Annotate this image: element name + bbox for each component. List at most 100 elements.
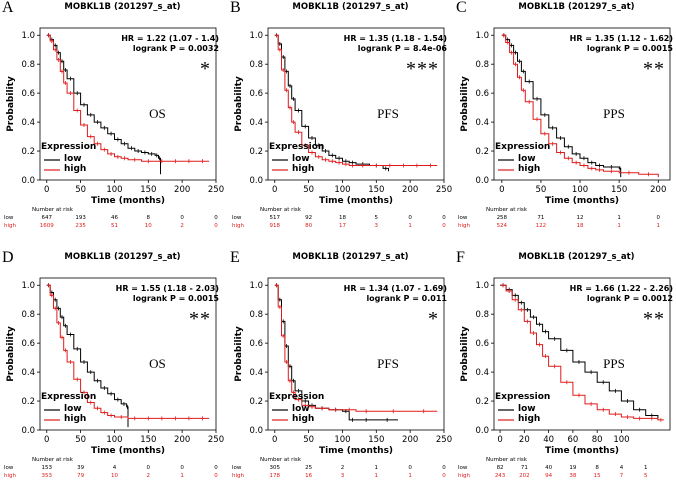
risk-row-low: low 305 25 2 1 0 0 (228, 465, 453, 473)
y-axis-label: Probability (6, 326, 16, 382)
y-tick-label: 0.0 (21, 426, 35, 436)
x-tick-label: 100 (572, 185, 588, 195)
km-panel-D: 0.0 0.2 0.4 0.6 0.8 1.0 0 50 100 150 200 250 Time (m… (0, 250, 225, 498)
x-axis-label: Time (months) (545, 196, 619, 206)
endpoint-label: OS (149, 356, 166, 371)
plot-frame (39, 27, 217, 181)
x-axis-label: Time (months) (319, 196, 393, 206)
legend-label-low: low (64, 404, 82, 414)
risk-table-title: Number at risk (486, 207, 527, 213)
risk-count: 16 (305, 473, 313, 479)
hazard-ratio: HR = 1.55 (1.18 - 2.03) (115, 284, 219, 293)
hazard-ratio: HR = 1.35 (1.12 - 1.62) (569, 34, 673, 43)
risk-table-title: Number at risk (486, 457, 527, 463)
legend-title: Expression (41, 142, 97, 152)
risk-count: 25 (305, 465, 313, 471)
risk-count: 4 (112, 465, 117, 471)
x-tick-label: 250 (436, 185, 452, 195)
risk-row-low: low 82 71 40 19 8 4 1 (454, 465, 676, 473)
risk-table-title: Number at risk (260, 457, 301, 463)
risk-row-label: high (232, 473, 244, 479)
risk-count: 0 (180, 215, 184, 221)
risk-count: 18 (338, 215, 346, 221)
risk-count: 243 (494, 473, 506, 479)
risk-count: 202 (519, 473, 530, 479)
risk-count: 51 (110, 223, 118, 229)
risk-count: 122 (535, 223, 547, 229)
risk-count: 1 (617, 223, 621, 229)
x-tick-label: 50 (536, 185, 547, 195)
risk-count: 12 (576, 215, 584, 221)
risk-count: 0 (214, 215, 218, 221)
risk-count: 258 (496, 215, 508, 221)
risk-row-high: high 918 80 17 3 1 0 (228, 223, 453, 231)
legend-title: Expression (495, 142, 551, 152)
km-plot-svg: 0.0 0.2 0.4 0.6 0.8 1.0 0 50 100 150 200 250 Time (m… (6, 277, 224, 456)
risk-count: 0 (442, 473, 446, 479)
x-tick-label: 100 (106, 185, 122, 195)
risk-count: 15 (593, 473, 601, 479)
risk-count: 193 (75, 215, 86, 221)
significance-stars: *** (406, 58, 439, 80)
risk-count: 82 (496, 465, 504, 471)
panel-label-F: F (456, 249, 465, 266)
risk-count: 1 (656, 223, 661, 229)
risk-table-title: Number at risk (32, 457, 73, 463)
km-panel-F: 0.0 0.2 0.4 0.6 0.8 1.0 0 20 40 60 80 100 Time (mont… (454, 250, 676, 498)
risk-count: 0 (146, 465, 151, 471)
panel-label-D: D (2, 249, 14, 266)
legend-label-high: high (292, 414, 315, 424)
risk-count: 94 (545, 473, 553, 479)
km-curve-low (46, 284, 129, 428)
x-tick-label: 0 (272, 435, 277, 445)
risk-row-label: low (232, 215, 242, 221)
legend-label-high: high (518, 414, 541, 424)
km-curve-high (500, 284, 664, 421)
y-tick-label: 0.2 (249, 397, 263, 407)
risk-count: 0 (214, 473, 218, 479)
legend-label-high: high (64, 164, 87, 174)
chart-title: MOBKL1B (201297_s_at) (292, 2, 409, 12)
risk-count: 10 (110, 473, 118, 479)
km-panel-B: 0.0 0.2 0.4 0.6 0.8 1.0 0 50 100 150 200 250 Time (m… (228, 0, 453, 248)
x-tick-label: 250 (208, 185, 224, 195)
y-tick-label: 0.4 (249, 118, 263, 128)
x-tick-label: 0 (499, 185, 504, 195)
significance-stars: ** (643, 58, 665, 80)
endpoint-label: PPS (603, 356, 625, 371)
x-tick-label: 0 (44, 185, 49, 195)
x-tick-label: 50 (303, 185, 314, 195)
km-curve-high (274, 284, 438, 412)
plot-frame (39, 277, 217, 431)
legend-title: Expression (41, 392, 97, 402)
panel-label-C: C (456, 0, 467, 16)
y-tick-label: 0.8 (249, 60, 263, 70)
risk-count: 0 (180, 465, 184, 471)
x-tick-label: 100 (334, 435, 350, 445)
y-tick-label: 0.4 (249, 368, 263, 378)
significance-stars: ** (189, 308, 211, 330)
risk-count: 2 (146, 473, 151, 479)
x-tick-label: 200 (402, 435, 418, 445)
x-axis-label: Time (months) (91, 446, 165, 456)
risk-row-label: low (4, 215, 14, 221)
risk-count: 1 (374, 473, 379, 479)
x-tick-label: 150 (140, 185, 156, 195)
risk-row-low: low 153 39 4 0 0 0 (0, 465, 225, 473)
legend-label-high: high (292, 164, 315, 174)
risk-count: 2 (340, 465, 345, 471)
y-tick-label: 0.6 (249, 339, 263, 349)
risk-count: 71 (520, 465, 528, 471)
chart-title: MOBKL1B (201297_s_at) (292, 252, 409, 262)
risk-row-low: low 517 92 18 5 0 0 (228, 215, 453, 223)
y-tick-label: 0.6 (249, 89, 263, 99)
x-tick-label: 0 (44, 435, 49, 445)
risk-count: 19 (569, 465, 577, 471)
risk-count: 4 (619, 465, 624, 471)
y-tick-label: 0.0 (475, 176, 489, 186)
logrank-p: logrank P = 0.011 (366, 294, 447, 303)
legend-label-low: low (518, 404, 536, 414)
risk-count: 17 (338, 223, 346, 229)
risk-count: 10 (144, 223, 152, 229)
chart-title: MOBKL1B (201297_s_at) (64, 2, 181, 12)
